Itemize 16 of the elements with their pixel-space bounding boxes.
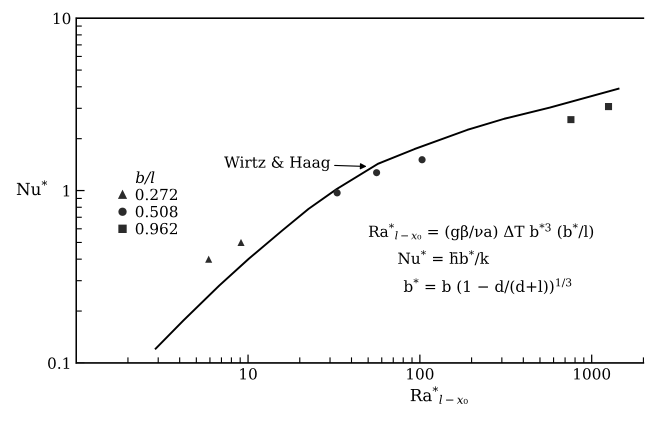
x-tick-label: 1000 bbox=[574, 368, 610, 380]
legend-label: 0.962 bbox=[136, 222, 177, 234]
y-tick-label: 1 bbox=[64, 185, 70, 196]
y-axis-title: Nu$^{*}$ bbox=[16, 180, 48, 196]
annotation: Wirtz & Haag bbox=[224, 156, 330, 172]
annotation: Ra$^{*}$$_{l−x₀}$ = (gβ/νa) ΔT b$^{*3}$ (b$^{*}$/l) bbox=[368, 223, 594, 240]
x-tick-label: 10 bbox=[240, 368, 257, 380]
x-tick-label: 100 bbox=[407, 368, 434, 380]
y-tick-label: 10 bbox=[54, 12, 70, 24]
y-tick-label: 0.1 bbox=[48, 357, 70, 369]
legend-label: 0.508 bbox=[136, 206, 178, 218]
x-axis-title: Ra$^{*}$$_{l−x₀}$ bbox=[410, 386, 468, 404]
legend-title: b/l bbox=[136, 171, 154, 184]
annotation: b$^{*}$ = b (1 − d/(d+l))$^{1/3}$ bbox=[404, 278, 572, 294]
annotation: Nu$^{*}$ = h̄b$^{*}$/k bbox=[398, 250, 490, 266]
legend-label: 0.272 bbox=[136, 188, 177, 200]
